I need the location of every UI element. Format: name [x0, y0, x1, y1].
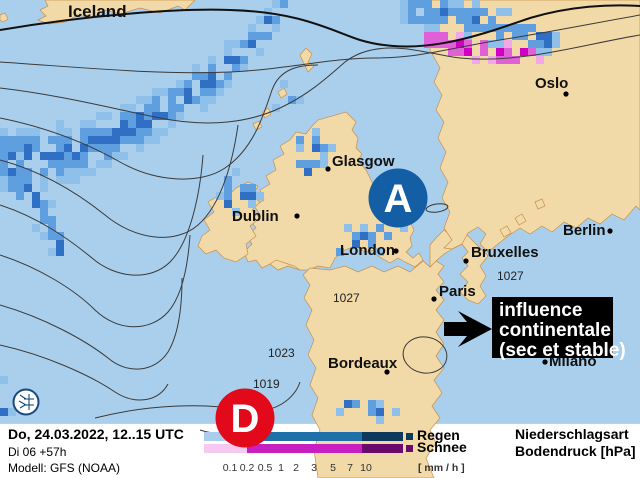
svg-text:(sec et stable): (sec et stable)	[499, 340, 626, 361]
svg-text:Di 06 +57h: Di 06 +57h	[8, 445, 66, 459]
svg-text:0.2: 0.2	[240, 462, 255, 474]
svg-text:0.5: 0.5	[258, 462, 273, 474]
svg-text:Oslo: Oslo	[535, 75, 568, 92]
svg-text:Berlin: Berlin	[563, 222, 606, 239]
svg-text:10: 10	[360, 462, 372, 474]
svg-text:0.1: 0.1	[223, 462, 238, 474]
svg-text:D: D	[231, 397, 260, 441]
svg-text:5: 5	[330, 462, 336, 474]
svg-text:influence: influence	[499, 300, 582, 321]
svg-text:7: 7	[347, 462, 353, 474]
svg-text:1: 1	[278, 462, 284, 474]
svg-text:1019: 1019	[253, 377, 280, 391]
svg-text:Paris: Paris	[439, 283, 476, 300]
svg-text:Niederschlagsart: Niederschlagsart	[515, 426, 629, 442]
svg-text:1027: 1027	[333, 291, 360, 305]
svg-text:Do, 24.03.2022, 12..15 UTC: Do, 24.03.2022, 12..15 UTC	[8, 426, 184, 442]
svg-text:[ mm / h ]: [ mm / h ]	[418, 462, 465, 474]
svg-text:Bordeaux: Bordeaux	[328, 355, 398, 372]
svg-text:Modell: GFS (NOAA): Modell: GFS (NOAA)	[8, 461, 120, 475]
svg-text:Glasgow: Glasgow	[332, 153, 395, 170]
svg-text:Schnee: Schnee	[417, 439, 467, 455]
svg-text:3: 3	[311, 462, 317, 474]
svg-text:Iceland: Iceland	[68, 2, 127, 21]
svg-text:Bruxelles: Bruxelles	[471, 244, 539, 261]
svg-text:1027: 1027	[497, 269, 524, 283]
svg-text:1023: 1023	[268, 346, 295, 360]
svg-text:Bodendruck [hPa]: Bodendruck [hPa]	[515, 443, 636, 459]
svg-text:2: 2	[293, 462, 299, 474]
svg-text:continentale: continentale	[499, 320, 611, 341]
svg-text:London: London	[340, 242, 395, 259]
svg-text:Dublin: Dublin	[232, 208, 279, 225]
svg-text:A: A	[384, 177, 413, 221]
